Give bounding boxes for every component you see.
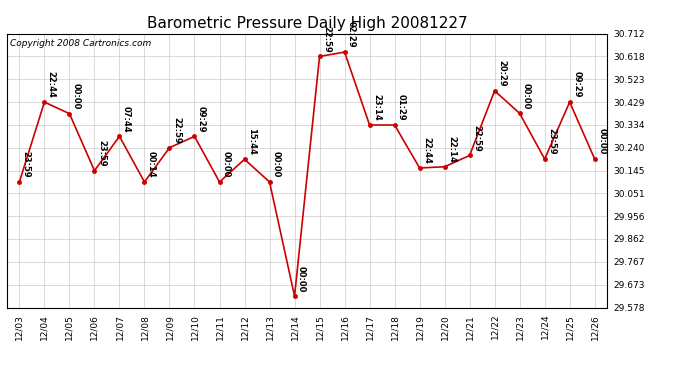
Text: 07:44: 07:44 [122, 105, 131, 132]
Text: 00:00: 00:00 [597, 129, 606, 155]
Text: 00:00: 00:00 [297, 266, 306, 292]
Text: 02:29: 02:29 [347, 21, 356, 48]
Text: 01:29: 01:29 [397, 94, 406, 121]
Text: 22:14: 22:14 [447, 136, 456, 163]
Text: 22:44: 22:44 [47, 71, 56, 98]
Title: Barometric Pressure Daily High 20081227: Barometric Pressure Daily High 20081227 [147, 16, 467, 31]
Text: 00:00: 00:00 [222, 152, 231, 178]
Text: 15:44: 15:44 [247, 128, 256, 155]
Text: 20:29: 20:29 [497, 60, 506, 87]
Text: 23:59: 23:59 [547, 128, 556, 155]
Text: 23:59: 23:59 [22, 151, 31, 178]
Text: 22:59: 22:59 [172, 117, 181, 144]
Text: 09:29: 09:29 [197, 106, 206, 132]
Text: Copyright 2008 Cartronics.com: Copyright 2008 Cartronics.com [10, 39, 151, 48]
Text: 22:59: 22:59 [322, 26, 331, 52]
Text: 00:00: 00:00 [272, 152, 281, 178]
Text: 23:59: 23:59 [97, 140, 106, 166]
Text: 09:29: 09:29 [572, 71, 581, 98]
Text: 00:00: 00:00 [72, 83, 81, 110]
Text: 22:44: 22:44 [422, 137, 431, 164]
Text: 00:14: 00:14 [147, 151, 156, 178]
Text: 23:14: 23:14 [372, 94, 381, 121]
Text: 22:59: 22:59 [472, 124, 481, 151]
Text: 00:00: 00:00 [522, 83, 531, 109]
